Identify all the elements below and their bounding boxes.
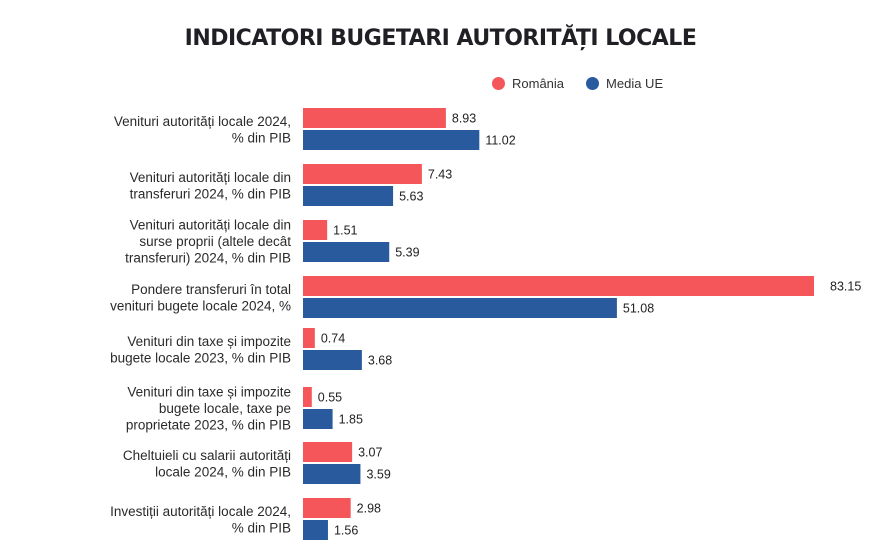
category-label-line: Venituri autorități locale din	[130, 170, 291, 185]
category-label-line: Venituri autorități locale din	[130, 218, 291, 233]
category-label-line: Cheltuieli cu salarii autorități	[123, 448, 291, 463]
value-label-media-ue: 3.59	[366, 468, 390, 482]
category-label-line: Venituri din taxe și impozite	[127, 385, 291, 400]
category-label-line: % din PIB	[232, 130, 291, 145]
value-label-media-ue: 5.39	[395, 246, 419, 260]
legend-label-media-ue: Media UE	[606, 76, 664, 91]
legend: România Media UE	[492, 76, 663, 91]
value-label-media-ue: 3.68	[368, 354, 392, 368]
legend-swatch-romania	[492, 77, 505, 90]
bar-romania	[303, 164, 422, 184]
value-label-romania: 3.07	[358, 446, 382, 460]
category-label-line: bugete locale, taxe pe	[159, 401, 291, 416]
value-label-media-ue: 1.85	[339, 413, 363, 427]
bar-romania	[303, 276, 814, 296]
category-label-line: transferuri 2024, % din PIB	[130, 186, 291, 201]
category-label-line: Venituri autorități locale 2024,	[114, 114, 291, 129]
bar-media-ue	[303, 242, 390, 262]
category-label-line: Venituri din taxe și impozite	[127, 334, 291, 349]
bar-media-ue	[303, 130, 480, 150]
bar-romania	[303, 442, 353, 462]
category-label-line: Pondere transferuri în total	[131, 282, 291, 297]
category-label: Venituri autorități locale 2024,% din PI…	[114, 114, 291, 146]
value-label-romania: 0.74	[321, 332, 345, 346]
category-label: Venituri din taxe și impozite bugete loca…	[126, 385, 291, 433]
category-label-line: % din PIB	[232, 520, 291, 535]
bar-media-ue	[303, 520, 328, 540]
legend-label-romania: România	[512, 76, 565, 91]
category-label: Cheltuieli cu salarii autorități locale 2…	[123, 448, 291, 480]
category-label: Investiții autorități locale 2024,% din …	[110, 504, 291, 536]
bar-romania	[303, 220, 328, 240]
bar-media-ue	[303, 409, 333, 429]
chart-title: INDICATORI BUGETARI AUTORITĂȚI LOCALE	[184, 26, 697, 51]
category-label-line: bugete locale 2023, % din PIB	[110, 350, 291, 365]
category-label-line: venituri bugete locale 2024, %	[110, 298, 291, 313]
bar-romania	[303, 328, 315, 348]
category-label: Venituri autorități locale din surse prop…	[125, 218, 291, 266]
category-label-line: proprietate 2023, % din PIB	[126, 418, 291, 433]
bar-romania	[303, 498, 351, 518]
category-label: Pondere transferuri în total venituri bug…	[110, 282, 291, 314]
value-label-romania: 83.15	[830, 280, 861, 294]
legend-item-media-ue: Media UE	[586, 76, 663, 91]
value-label-media-ue: 5.63	[399, 190, 423, 204]
legend-swatch-media-ue	[586, 77, 600, 90]
category-label-line: Investiții autorități locale 2024,	[110, 504, 291, 519]
value-label-romania: 1.51	[333, 224, 357, 238]
value-label-romania: 2.98	[357, 502, 381, 516]
value-label-media-ue: 51.08	[623, 302, 654, 316]
value-label-romania: 8.93	[452, 112, 476, 126]
category-label: Venituri autorități locale din transferur…	[130, 170, 291, 202]
category-label-line: surse proprii (altele decât	[139, 234, 291, 249]
bar-media-ue	[303, 350, 362, 370]
legend-item-romania: România	[492, 76, 564, 91]
value-label-media-ue: 1.56	[334, 524, 358, 538]
bar-media-ue	[303, 298, 617, 318]
bar-romania	[303, 387, 312, 407]
value-label-romania: 7.43	[428, 168, 452, 182]
bar-media-ue	[303, 186, 394, 206]
value-label-romania: 0.55	[318, 391, 342, 405]
category-label: Venituri din taxe și impozite bugete loca…	[110, 334, 291, 366]
bar-media-ue	[303, 464, 361, 484]
category-label-line: locale 2024, % din PIB	[155, 464, 291, 479]
value-label-media-ue: 11.02	[485, 134, 515, 148]
category-label-line: transferuri) 2024, % din PIB	[125, 251, 291, 266]
bar-romania	[303, 108, 446, 128]
